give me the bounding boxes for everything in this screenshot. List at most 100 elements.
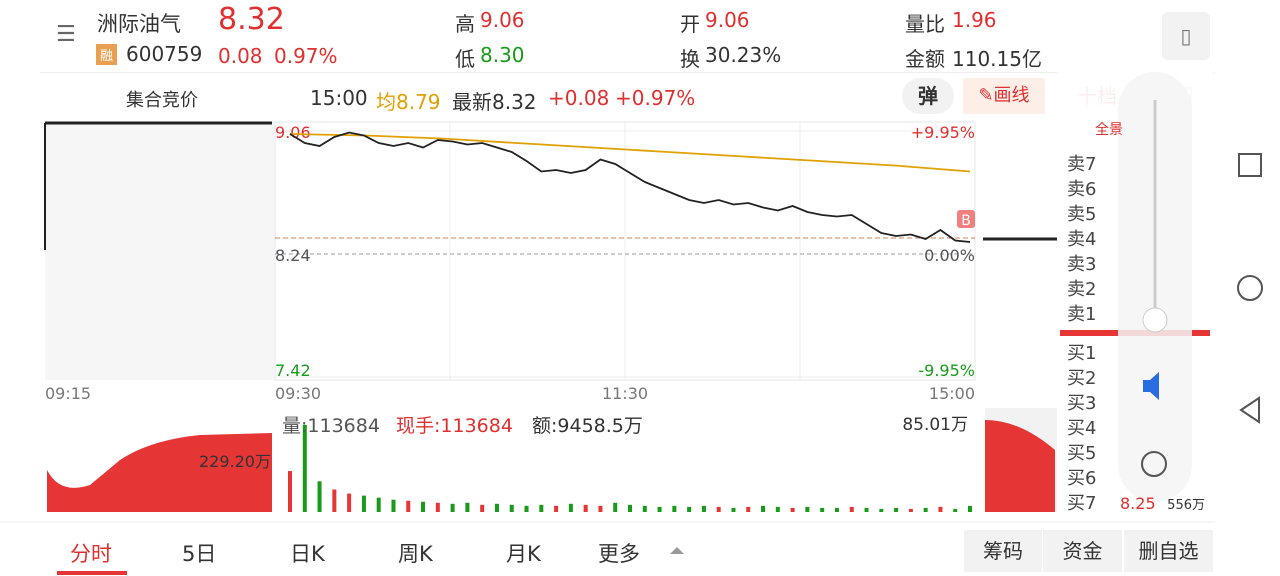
y-tick-label: 7.42: [275, 361, 311, 380]
tab[interactable]: 5日: [182, 542, 217, 566]
volume-bar: [435, 502, 440, 512]
buy-level: 买6: [1067, 468, 1096, 489]
device-button[interactable]: ▯: [1162, 12, 1210, 60]
stat-label: 量比: [905, 12, 945, 36]
sell-level: 卖6: [1067, 179, 1096, 200]
buy-level: 买4: [1067, 418, 1096, 439]
nav-home[interactable]: [1237, 275, 1263, 301]
volume-bar: [908, 508, 913, 512]
sell-level: 卖1: [1067, 304, 1096, 325]
volume-bar: [775, 506, 780, 512]
price-line: [289, 131, 971, 243]
buy-level: 买7: [1067, 493, 1096, 514]
stat-value: 30.23%: [705, 43, 782, 67]
buy-level: 买5: [1067, 443, 1096, 464]
volume-bar: [834, 507, 839, 512]
sell-level: 卖5: [1067, 204, 1096, 225]
nav-back[interactable]: [1239, 396, 1260, 424]
nav-recent[interactable]: [1238, 153, 1262, 177]
volume-bar: [406, 500, 411, 512]
volume-bar: [450, 503, 455, 512]
tab[interactable]: 更多: [598, 542, 640, 566]
volume-bar: [938, 506, 943, 512]
slider-knob[interactable]: [1142, 307, 1168, 333]
draw-button[interactable]: ✎画线: [963, 78, 1045, 114]
volume-bar: [894, 507, 899, 512]
buy-level: 买1: [1067, 343, 1096, 364]
volume-bar: [302, 425, 307, 512]
stat-label: 高: [455, 12, 475, 36]
pct-label: -9.95%: [918, 361, 975, 380]
stock-code: 600759: [126, 42, 203, 66]
volume-bar: [376, 497, 381, 512]
volume-bar: [790, 507, 795, 512]
change: +0.08: [548, 86, 610, 110]
tab[interactable]: 月K: [506, 542, 541, 566]
pct-label: +9.95%: [911, 123, 975, 142]
volume-bar: [746, 506, 751, 512]
volume-bar: [879, 508, 884, 512]
volume-bar: [317, 481, 322, 512]
volume-bar: [642, 505, 647, 512]
action-button[interactable]: 删自选: [1124, 530, 1213, 572]
time-label: 09:15: [45, 384, 91, 403]
volume-bar: [820, 507, 825, 512]
volume-bar: [761, 505, 766, 512]
volume-bar: [524, 505, 529, 512]
volume-bar: [657, 506, 662, 512]
auction-volume-label: 229.20万: [199, 452, 271, 471]
settings-icon[interactable]: [1141, 451, 1167, 477]
buy-level: 买3: [1067, 393, 1096, 414]
stock-name: 洲际油气: [97, 12, 181, 36]
volume-bar: [391, 499, 396, 512]
volume-bar: [288, 471, 292, 512]
marker: B: [961, 213, 971, 229]
volume-bar: [332, 489, 337, 512]
more-arrow: [670, 547, 684, 554]
auction-volume: [47, 433, 272, 512]
tab-indicator: [57, 571, 127, 575]
avg: 均8.79: [376, 90, 441, 114]
volume-bar: [849, 506, 854, 512]
change-pct: 0.97%: [274, 44, 338, 68]
stat-value: 8.30: [480, 43, 525, 67]
volume-bar: [672, 505, 677, 512]
volume-bar: [421, 501, 426, 512]
volume-bar: [716, 506, 721, 512]
volume-bar: [480, 504, 485, 512]
y-tick-label: 9.06: [275, 123, 311, 142]
stat-label: 开: [680, 12, 700, 36]
auction-label: 集合竞价: [126, 90, 198, 111]
time-label: 09:30: [275, 384, 321, 403]
tab[interactable]: 分时: [70, 542, 112, 566]
after-volume: [985, 420, 1055, 512]
action-button[interactable]: 筹码: [964, 530, 1042, 572]
divider: [40, 72, 1215, 73]
buy7-volume: 556万: [1167, 498, 1205, 513]
volume-bar: [968, 505, 972, 512]
volume-bar: [465, 502, 470, 512]
volume-bar: [509, 504, 514, 512]
stat-value: 110.15亿: [952, 47, 1042, 71]
tab[interactable]: 日K: [290, 542, 325, 566]
volume-bar: [731, 507, 736, 512]
volume-label: 量:113684: [282, 415, 380, 437]
popup-button[interactable]: 弹: [902, 78, 954, 114]
stat-value: 9.06: [480, 8, 525, 32]
menu-icon[interactable]: ☰: [56, 22, 76, 47]
speaker-icon[interactable]: [1143, 372, 1159, 400]
y-tick-label: 8.24: [275, 246, 311, 265]
sell-level: 卖4: [1067, 229, 1096, 250]
volume-bar: [701, 505, 706, 512]
volume-bar: [687, 506, 692, 512]
action-button[interactable]: 资金: [1043, 530, 1122, 572]
time-label: 11:30: [602, 384, 648, 403]
sell-level: 卖3: [1067, 254, 1096, 275]
sell-level: 卖7: [1067, 154, 1096, 175]
tab[interactable]: 周K: [398, 542, 433, 566]
hand-label: 现手:113684: [396, 415, 513, 437]
stat-label: 换: [680, 47, 700, 71]
stat-label: 金额: [905, 47, 945, 71]
